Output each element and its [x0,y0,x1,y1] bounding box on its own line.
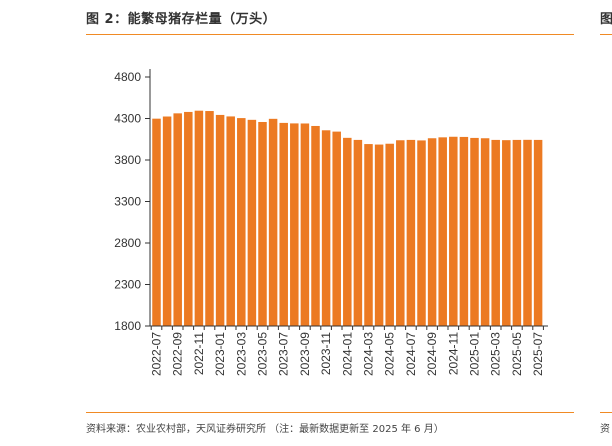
bar-2022-08 [162,116,172,326]
y-axis-tick-labels: 1800 2300 2800 3300 3800 4300 4800 [114,70,141,333]
bar-2023-05 [258,121,267,327]
y-tick-label: 3800 [114,153,141,167]
x-tick-label: 2022-07 [150,332,164,376]
x-tick-label: 2023-11 [319,332,333,375]
bar-2023-06 [268,118,278,326]
x-tick-label: 2022-11 [192,332,206,375]
bar-2025-03 [491,139,500,326]
bar-series [152,110,543,327]
bar-2025-05 [512,139,522,326]
x-tick-label: 2025-03 [489,332,503,376]
title-divider [86,34,574,35]
x-tick-label: 2024-11 [446,332,460,375]
figure-title: 图 2：能繁母猪存栏量（万头） [86,12,277,27]
bar-2025-04 [502,140,511,326]
x-tick-label: 2025-01 [468,332,482,376]
x-tick-label: 2023-01 [213,332,227,376]
x-tick-label: 2024-05 [383,332,397,376]
bar-2024-07 [406,139,416,326]
bar-2024-03 [364,144,373,326]
y-tick-label: 1800 [114,319,141,333]
source-note: 资料来源：农业农村部，天风证券研究所 （注：最新数据更新至 2025 年 6 月… [86,424,444,435]
bar-2024-02 [353,139,363,326]
bar-2025-06 [523,139,532,326]
bar-2024-04 [374,144,384,326]
next-figure-title-divider [600,34,612,35]
x-tick-label: 2023-03 [234,332,248,376]
x-axis-tick-labels: 2022-07 2022-09 2022-11 2023-01 2023-03 2023-… [150,332,546,376]
bar-2023-11 [321,130,331,326]
bar-2025-02 [480,138,490,326]
bar-2023-03 [237,118,246,326]
bar-2022-10 [184,111,193,326]
x-tick-label: 2025-07 [531,332,545,376]
next-source-divider [600,412,612,413]
bar-2025-07 [533,139,543,326]
y-tick-label: 4300 [114,112,141,126]
x-tick-label: 2023-07 [277,332,291,376]
x-tick-label: 2024-07 [404,332,418,376]
bar-2023-09 [300,123,310,326]
x-tick-label: 2023-05 [256,332,270,376]
x-tick-label: 2025-05 [510,332,524,376]
bar-2024-01 [343,137,352,326]
y-tick-label: 2800 [114,236,141,250]
x-tick-label: 2024-03 [362,332,376,376]
x-tick-label: 2023-09 [298,332,312,376]
bar-2023-02 [226,116,235,327]
next-source-fragment: 资 [600,424,610,435]
bar-2024-08 [417,140,426,326]
next-figure-title-fragment: 图 [600,12,612,27]
bar-2024-12 [459,136,469,326]
bar-2022-09 [173,113,182,326]
x-tick-label: 2024-09 [425,332,439,376]
bar-2024-09 [427,138,437,326]
bar-2022-12 [205,111,214,326]
x-tick-label: 2022-09 [171,332,185,376]
bar-2022-11 [194,110,204,326]
bar-2024-11 [449,136,458,326]
bar-2023-04 [247,119,257,326]
bar-2025-01 [470,137,479,326]
bar-2024-05 [385,143,394,326]
bar-2024-10 [438,137,447,326]
x-tick-label: 2024-01 [340,332,354,376]
bar-2022-07 [152,118,161,326]
chart-axes [145,69,548,330]
y-tick-label: 3300 [114,195,141,209]
source-divider [86,412,574,413]
bar-2023-10 [311,125,320,326]
bar-2023-07 [279,122,288,327]
bar-2023-01 [215,114,225,327]
bar-2023-08 [290,123,299,327]
bar-2024-06 [396,140,405,326]
bar-2023-12 [332,131,341,326]
y-tick-label: 4800 [114,70,141,84]
y-tick-label: 2300 [114,278,141,292]
